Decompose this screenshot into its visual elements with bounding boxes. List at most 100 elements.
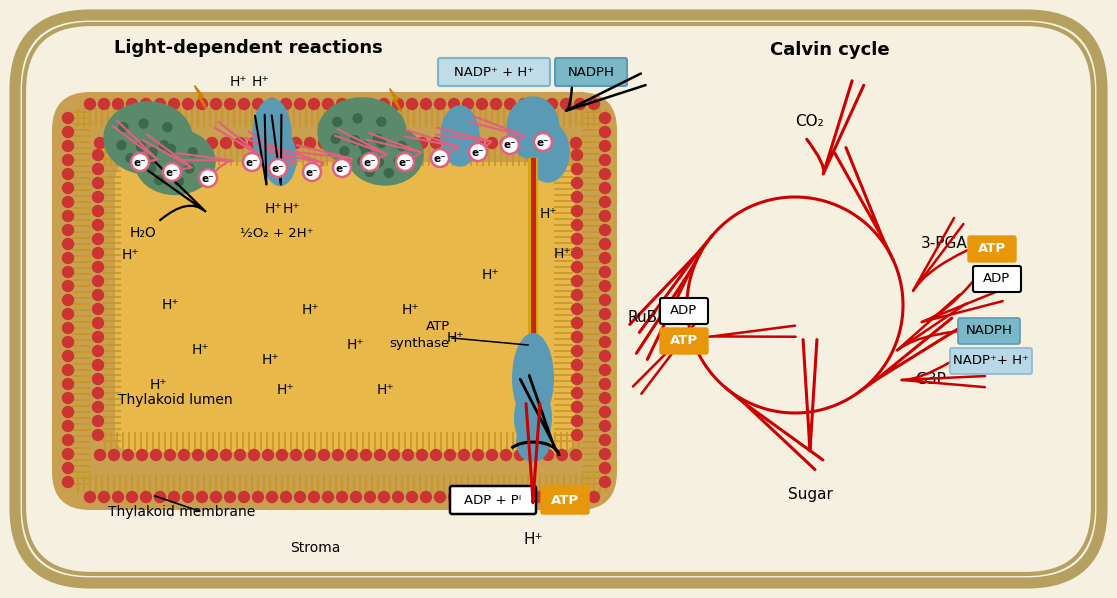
Circle shape (141, 492, 152, 502)
Circle shape (515, 138, 525, 148)
FancyBboxPatch shape (958, 318, 1020, 344)
FancyBboxPatch shape (450, 486, 536, 514)
Circle shape (351, 492, 362, 502)
Circle shape (374, 158, 383, 167)
FancyBboxPatch shape (660, 298, 708, 324)
Circle shape (572, 416, 582, 426)
Circle shape (572, 276, 582, 286)
Text: NADPH: NADPH (567, 66, 614, 80)
Circle shape (63, 182, 74, 194)
Circle shape (571, 450, 582, 460)
Text: e⁻: e⁻ (246, 157, 258, 167)
Circle shape (141, 99, 152, 109)
Text: Light-dependent reactions: Light-dependent reactions (114, 39, 382, 57)
Circle shape (252, 99, 264, 109)
Text: H⁺: H⁺ (446, 331, 464, 345)
Circle shape (131, 153, 149, 171)
Circle shape (63, 112, 74, 124)
Circle shape (533, 492, 544, 502)
Circle shape (93, 304, 104, 315)
Text: H⁺: H⁺ (523, 532, 543, 548)
Circle shape (502, 136, 519, 154)
Circle shape (600, 141, 611, 151)
Circle shape (389, 138, 400, 148)
Circle shape (336, 99, 347, 109)
Text: H⁺: H⁺ (401, 303, 419, 317)
Circle shape (534, 133, 552, 151)
Circle shape (197, 492, 208, 502)
Circle shape (600, 210, 611, 221)
Circle shape (63, 337, 74, 347)
Circle shape (210, 492, 221, 502)
Circle shape (63, 407, 74, 417)
Circle shape (63, 350, 74, 362)
Circle shape (600, 294, 611, 306)
Circle shape (472, 138, 484, 148)
Circle shape (197, 99, 208, 109)
Polygon shape (194, 86, 207, 108)
FancyBboxPatch shape (115, 162, 575, 452)
Circle shape (93, 178, 104, 188)
Ellipse shape (104, 102, 192, 174)
Circle shape (430, 450, 441, 460)
Circle shape (374, 138, 385, 148)
FancyBboxPatch shape (660, 328, 708, 354)
Circle shape (166, 145, 175, 154)
Circle shape (305, 138, 315, 148)
Circle shape (179, 450, 190, 460)
Circle shape (445, 450, 456, 460)
Circle shape (95, 450, 105, 460)
Circle shape (93, 206, 104, 216)
Ellipse shape (347, 125, 423, 185)
Circle shape (63, 267, 74, 277)
Text: ADP + Pᴵ: ADP + Pᴵ (465, 495, 522, 508)
Circle shape (533, 99, 544, 109)
FancyBboxPatch shape (52, 92, 617, 510)
Ellipse shape (318, 98, 405, 166)
Circle shape (239, 99, 249, 109)
Circle shape (561, 99, 572, 109)
Circle shape (210, 99, 221, 109)
Circle shape (357, 157, 366, 166)
Circle shape (462, 99, 474, 109)
Circle shape (113, 99, 124, 109)
Text: H⁺: H⁺ (121, 248, 139, 262)
Circle shape (392, 492, 403, 502)
Text: Sugar: Sugar (787, 487, 832, 502)
Text: NADPH: NADPH (965, 325, 1012, 337)
Circle shape (407, 492, 418, 502)
Circle shape (589, 492, 600, 502)
Circle shape (572, 289, 582, 301)
Circle shape (449, 99, 459, 109)
Circle shape (571, 138, 582, 148)
Text: H⁺: H⁺ (261, 353, 279, 367)
Circle shape (364, 99, 375, 109)
Circle shape (518, 492, 529, 502)
Text: H⁺: H⁺ (553, 247, 571, 261)
Circle shape (500, 450, 512, 460)
Circle shape (600, 280, 611, 291)
Circle shape (333, 138, 344, 148)
Text: H⁺: H⁺ (283, 202, 300, 216)
Circle shape (376, 139, 385, 148)
Text: NADP⁺+ H⁺: NADP⁺+ H⁺ (953, 355, 1029, 368)
Circle shape (333, 450, 344, 460)
Text: e⁻: e⁻ (165, 167, 179, 178)
Circle shape (108, 450, 120, 460)
Circle shape (600, 309, 611, 319)
Text: e⁻: e⁻ (504, 141, 516, 151)
Circle shape (361, 153, 379, 171)
Circle shape (239, 492, 249, 502)
Circle shape (93, 233, 104, 245)
Circle shape (113, 492, 124, 502)
Circle shape (435, 492, 446, 502)
Circle shape (164, 138, 175, 148)
Ellipse shape (516, 422, 550, 462)
Text: 3-PGA: 3-PGA (922, 236, 967, 251)
Circle shape (164, 450, 175, 460)
Circle shape (235, 450, 246, 460)
Circle shape (331, 135, 340, 144)
Circle shape (346, 450, 357, 460)
FancyBboxPatch shape (968, 236, 1016, 262)
Circle shape (500, 138, 512, 148)
